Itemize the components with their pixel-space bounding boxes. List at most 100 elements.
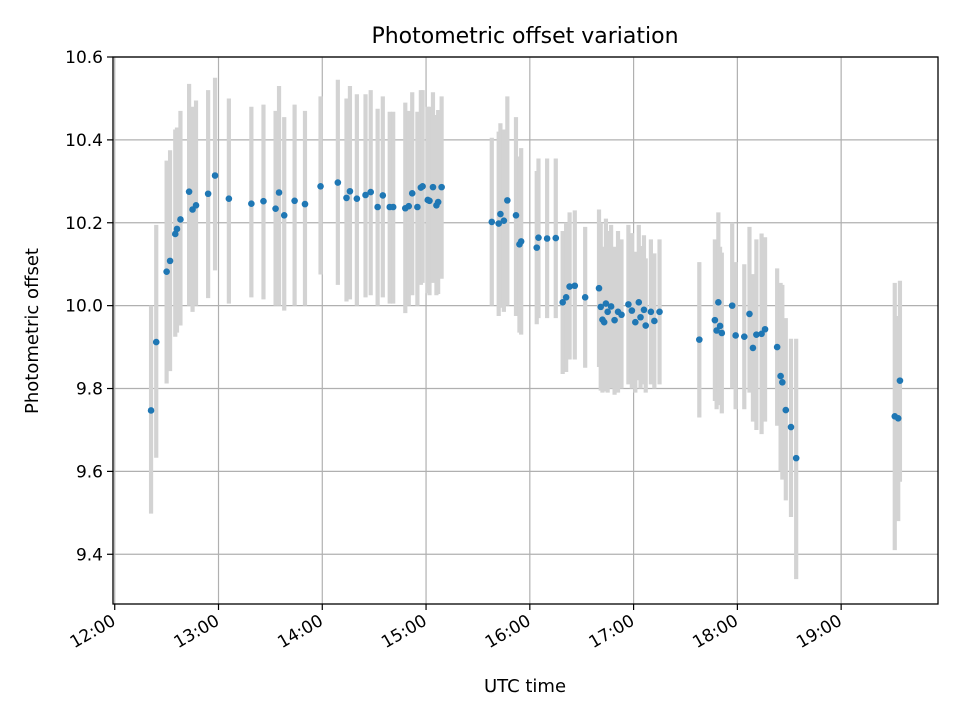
data-point [171,230,179,238]
data-point [604,308,611,316]
data-point [343,194,350,202]
data-point [597,303,605,311]
data-point [761,325,769,333]
data-point [792,454,800,462]
grid [113,56,938,604]
data-point [533,244,541,251]
data-point [632,318,639,326]
y-tick-label: 10.2 [65,214,103,234]
data-point [248,200,255,207]
data-point [559,299,566,306]
chart-title: Photometric offset variation [371,24,678,49]
data-point [429,183,437,191]
data-point [753,331,760,338]
data-point [497,210,504,218]
data-point [642,322,650,329]
data-point [607,303,615,310]
data-point [192,202,200,209]
data-point [173,225,181,233]
data-point [185,188,193,195]
data-point [611,316,618,324]
y-tick-label: 9.6 [76,462,103,482]
data-point [272,205,279,212]
data-point [438,183,445,191]
data-point [280,211,288,219]
data-point [713,327,720,334]
y-axis-ticks: 9.4 9.6 9.8 10.0 10.2 10.4 10.6 [65,48,113,565]
data-point [571,282,579,290]
y-tick-label: 9.4 [76,545,103,565]
data-point [362,191,369,199]
data-point [291,197,298,205]
data-point [177,216,184,223]
data-point [651,317,658,325]
data-point [637,313,644,321]
y-tick-label: 9.8 [76,380,103,400]
data-point [504,197,511,204]
data-point [334,179,342,186]
data-point [495,220,502,227]
data-point [896,377,904,384]
data-point [740,333,748,341]
y-axis-label: Photometric offset [22,248,43,414]
data-point [787,423,795,431]
data-point [728,302,736,309]
data-point [500,217,508,224]
data-point [602,300,610,307]
x-tick-label: 16:00 [482,611,534,653]
data-point [260,197,267,205]
data-point [749,344,757,352]
data-point [152,338,160,346]
x-tick-label: 19:00 [793,611,845,653]
data-point [562,294,570,301]
data-point [716,322,724,330]
data-point [353,195,361,203]
data-point [163,268,170,275]
data-point [635,299,643,306]
data-point [647,308,655,316]
data-point [374,203,381,211]
data-point [628,307,636,314]
data-point [711,316,719,324]
data-point [317,182,324,190]
data-point [346,187,354,195]
data-point [434,198,442,206]
data-point [595,284,603,292]
data-point [718,329,726,337]
y-tick-label: 10.6 [65,48,103,68]
data-point [625,301,632,308]
data-point [517,238,525,245]
data-point [147,407,155,414]
data-point [600,318,608,326]
x-axis-ticks: 12:00 13:00 14:00 15:00 16:00 17:00 18:00 19:00 [67,604,846,653]
x-tick-label: 18:00 [689,611,741,653]
x-tick-label: 13:00 [171,611,223,653]
data-point [405,202,413,210]
x-tick-label: 14:00 [274,611,326,653]
data-point [777,372,784,380]
data-point [408,190,416,197]
data-point [512,211,520,219]
plot-frame [112,56,939,605]
data-point [275,189,283,196]
y-tick-label: 10.4 [65,131,103,151]
data-point [732,332,739,339]
data-point [535,234,542,241]
x-tick-label: 17:00 [586,611,638,653]
data-point [367,188,375,196]
data-point [419,182,426,190]
y-tick-label: 10.0 [65,297,103,317]
data-point [746,310,753,318]
data-point [379,192,387,199]
data-point [758,330,765,338]
data-point [488,218,496,226]
data-point [552,234,560,242]
data-point [894,415,902,422]
data-point [696,336,703,343]
x-tick-label: 12:00 [67,611,119,653]
data-point [225,195,233,203]
data-point [773,343,781,351]
data-point [211,172,219,179]
data-point [656,308,663,316]
